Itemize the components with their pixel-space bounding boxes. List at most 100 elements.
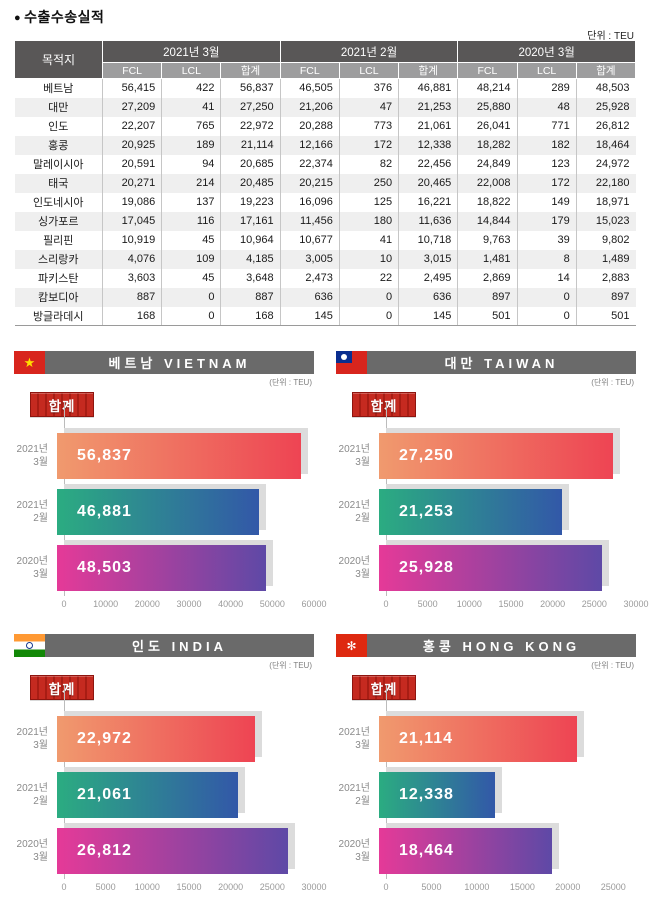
value-cell: 145 (279, 306, 340, 326)
bar-india-2: 26,812 (57, 828, 288, 874)
value-cell: 19,223 (220, 192, 281, 212)
bar-hongkong-1: 12,338 (379, 772, 495, 818)
destination-cell: 인도네시아 (32, 197, 84, 209)
value-cell: 19,086 (101, 192, 162, 212)
value-cell: 765 (161, 116, 221, 136)
period-group-header: 2021년 2월 (279, 40, 459, 63)
bar-taiwan-1: 21,253 (379, 489, 562, 535)
value-cell: 22,456 (398, 154, 458, 174)
value-cell: 3,603 (101, 268, 162, 288)
legend-label: 합계 (48, 398, 76, 414)
bar-row: 2021년 3월 22,972 (14, 711, 314, 767)
value-cell: 3,015 (398, 249, 458, 269)
charts-grid: ★ 베트남 VIETNAM (단위 : TEU) 합계 2021년 3월 56,83… (14, 351, 649, 892)
value-cell: 2,473 (279, 268, 340, 288)
destination-cell: 스리랑카 (38, 254, 79, 266)
table-row: 인도 22,207 765 22,972 20,288 773 21,061 26,041 77… (15, 116, 636, 136)
total-legend-badge: 합계 (352, 675, 416, 700)
y-category-label: 2020년 3월 (16, 839, 48, 863)
table-unit-label: 단위 : TEU (587, 31, 634, 42)
bar-row: 2020년 3월 18,464 (336, 823, 636, 879)
sub-header-LCL: LCL (161, 62, 222, 79)
table-row: 대만 27,209 41 27,250 21,206 47 21,253 25,880 48 25… (14, 97, 636, 117)
export-performance-table-wrap: 목적지 2021년 3월 2021년 2월 2020년 3월 FCL LCL 합계 FCL LC… (14, 40, 637, 326)
plot-area: 2021년 3월 27,250 2021년 2월 21,253 2020년 3월 25,928 0… (336, 402, 649, 609)
x-tick-label: 10000 (456, 599, 482, 609)
bar-value-label: 25,928 (399, 559, 454, 576)
bar-vietnam-0: 56,837 (57, 433, 302, 479)
x-tick-label: 60000 (301, 599, 327, 609)
sub-header-합계: 합계 (398, 62, 459, 79)
x-tick-label: 5000 (417, 599, 438, 609)
value-cell: 125 (338, 192, 399, 212)
value-cell: 11,456 (279, 211, 340, 231)
table-header-row-sub: FCL LCL 합계 FCL LCL 합계 FCL LCL 합계 (15, 62, 637, 79)
table-row: 캄보디아 887 0 887 636 0 636 897 0 897 (14, 287, 636, 307)
value-cell: 18,822 (457, 192, 518, 212)
value-cell: 4,185 (220, 249, 281, 269)
table-row: 베트남 56,415 422 56,837 46,505 376 46,881 48,214 2… (15, 78, 636, 98)
x-tick-label: 0 (61, 599, 67, 609)
bar-value-label: 18,464 (399, 842, 454, 859)
legend-label: 합계 (370, 681, 398, 697)
export-performance-table: 목적지 2021년 3월 2021년 2월 2020년 3월 FCL LCL 합계 FCL LC… (14, 40, 637, 326)
value-cell: 22 (338, 268, 399, 288)
x-tick-label: 10000 (93, 599, 119, 609)
bar-india-1: 21,061 (57, 772, 239, 818)
value-cell: 3,005 (279, 249, 340, 269)
table-header-row-groups: 목적지 2021년 3월 2021년 2월 2020년 3월 (14, 40, 636, 79)
value-cell: 20,215 (279, 173, 340, 193)
y-category-label: 2020년 3월 (16, 556, 48, 580)
value-cell: 22,207 (101, 116, 162, 136)
vietnam-flag-icon: ★ (14, 351, 45, 374)
bar-track: 18,464 (378, 823, 636, 879)
bar-taiwan-2: 25,928 (379, 545, 602, 591)
bar-value-label: 27,250 (399, 447, 454, 464)
value-cell: 24,972 (575, 154, 636, 174)
value-cell: 250 (338, 173, 399, 193)
destination-cell: 필리핀 (43, 235, 74, 247)
x-tick-label: 0 (61, 882, 67, 892)
value-cell: 10 (338, 249, 399, 269)
bar-value-label: 26,812 (77, 842, 132, 859)
bar-track: 25,928 (378, 540, 636, 596)
chart-header: ★ 베트남 VIETNAM (14, 351, 314, 374)
x-tick-label: 40000 (218, 599, 244, 609)
bar-track: 21,061 (56, 767, 314, 823)
value-cell: 27,209 (101, 97, 162, 117)
sub-header-FCL: FCL (279, 62, 340, 79)
value-cell: 1,481 (457, 249, 518, 269)
bar-row: 2020년 3월 48,503 (14, 540, 314, 596)
value-cell: 3,648 (220, 268, 281, 288)
bar-vietnam-1: 46,881 (57, 489, 259, 535)
bar-value-label: 21,061 (77, 786, 132, 803)
bar-hongkong-0: 21,114 (379, 716, 578, 762)
chart-india: 인도 INDIA (단위 : TEU) 합계 2021년 3월 22,972 2021… (14, 634, 327, 892)
value-cell: 10,677 (279, 230, 340, 250)
india-chakra-icon (26, 642, 33, 649)
x-tick-label: 30000 (301, 882, 327, 892)
y-category-label: 2021년 2월 (338, 783, 370, 807)
bullet-icon: ● (14, 12, 22, 24)
value-cell: 27,250 (220, 97, 281, 117)
destination-cell: 말레이시아 (32, 159, 84, 171)
legend-label: 합계 (48, 681, 76, 697)
value-cell: 636 (279, 287, 340, 307)
chart-title: 대만 TAIWAN (367, 351, 636, 374)
bar-value-label: 12,338 (399, 786, 454, 803)
x-tick-label: 25000 (259, 882, 285, 892)
bar-value-label: 21,253 (399, 503, 454, 520)
bar-track: 21,114 (378, 711, 636, 767)
x-tick-label: 50000 (259, 599, 285, 609)
x-tick-label: 30000 (176, 599, 202, 609)
y-category-label: 2021년 3월 (338, 444, 370, 468)
x-axis: 0 5000 10000 15000 20000 25000 30000 (383, 596, 648, 609)
value-cell: 46,505 (279, 78, 340, 98)
x-tick-label: 10000 (464, 882, 490, 892)
vietnam-flag-glyph: ★ (23, 355, 36, 370)
value-cell: 25,880 (457, 97, 518, 117)
value-cell: 21,206 (279, 97, 340, 117)
value-cell: 172 (516, 173, 577, 193)
value-cell: 26,041 (457, 116, 518, 136)
